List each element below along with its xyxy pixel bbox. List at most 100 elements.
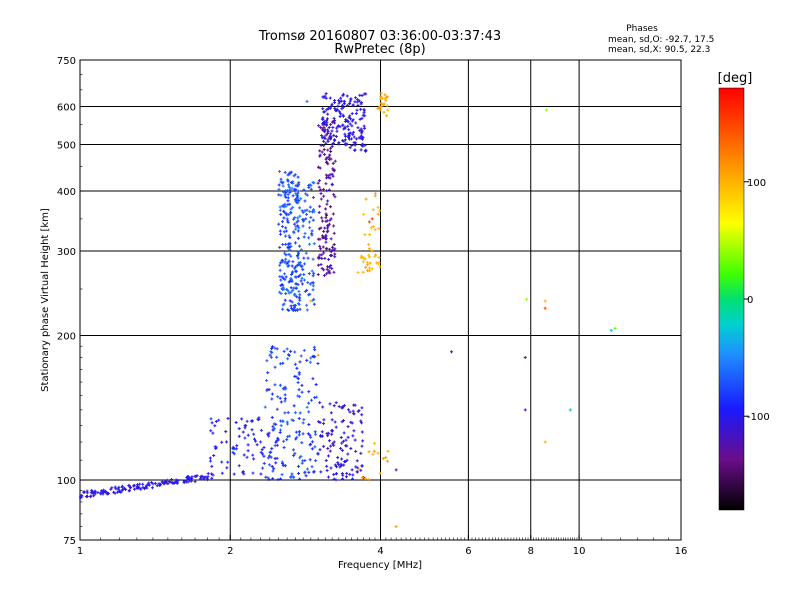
data-point	[291, 308, 295, 312]
data-point	[359, 419, 363, 423]
data-point	[278, 169, 282, 173]
data-point	[382, 102, 386, 106]
data-point	[349, 131, 353, 135]
data-point	[316, 273, 320, 277]
chart-subtitle: RwPretec (8p)	[334, 42, 425, 57]
data-point	[211, 473, 215, 477]
data-point	[349, 446, 353, 450]
data-point	[309, 215, 313, 219]
data-point	[188, 477, 192, 481]
data-point	[322, 126, 326, 130]
data-point	[265, 389, 269, 393]
data-point	[348, 122, 352, 126]
data-point	[293, 306, 297, 310]
data-point	[295, 201, 299, 205]
x-tick-label: 16	[675, 546, 688, 557]
data-point	[259, 440, 263, 444]
data-point	[290, 264, 294, 268]
data-point	[328, 402, 332, 406]
data-point	[320, 267, 324, 271]
data-point	[302, 278, 306, 282]
data-point	[320, 134, 324, 138]
data-point	[282, 260, 286, 264]
data-point	[285, 438, 289, 442]
data-point	[339, 112, 343, 116]
y-tick-label: 100	[57, 476, 76, 487]
data-point	[333, 119, 337, 123]
data-point	[113, 491, 117, 495]
data-point	[307, 390, 311, 394]
data-point	[352, 429, 356, 433]
data-point	[525, 297, 529, 301]
data-point	[371, 208, 375, 212]
data-point	[226, 416, 230, 420]
data-point	[282, 287, 286, 291]
data-point	[340, 448, 344, 452]
data-point	[308, 433, 312, 437]
data-point	[333, 252, 337, 256]
data-point	[311, 298, 315, 302]
data-point	[320, 136, 324, 140]
data-point	[523, 355, 527, 359]
data-point	[310, 229, 314, 233]
data-point	[384, 98, 388, 102]
data-point	[297, 372, 301, 376]
data-point	[158, 484, 162, 488]
data-point	[304, 192, 308, 196]
data-point	[286, 193, 290, 197]
data-point	[307, 293, 311, 297]
data-point	[325, 464, 329, 468]
data-point	[293, 215, 297, 219]
data-point	[337, 101, 341, 105]
data-point	[286, 357, 290, 361]
data-point	[243, 424, 247, 428]
data-point	[322, 135, 326, 139]
data-point	[300, 276, 304, 280]
data-point	[326, 475, 330, 479]
data-point	[324, 240, 328, 244]
data-point	[332, 443, 336, 447]
data-point	[330, 102, 334, 106]
data-point	[324, 141, 328, 145]
data-point	[354, 121, 358, 125]
data-point	[325, 267, 329, 271]
data-point	[282, 210, 286, 214]
data-point	[310, 210, 314, 214]
data-point	[163, 480, 167, 484]
data-point	[217, 418, 221, 422]
data-point	[270, 397, 274, 401]
data-point	[294, 282, 298, 286]
data-point	[200, 474, 204, 478]
data-point	[356, 103, 360, 107]
data-point	[318, 204, 322, 208]
data-point	[351, 130, 355, 134]
data-point	[290, 472, 294, 476]
data-point	[287, 185, 291, 189]
data-point	[331, 248, 335, 252]
data-point	[330, 429, 334, 433]
data-point	[350, 124, 354, 128]
data-point	[323, 256, 327, 260]
data-point	[109, 487, 113, 491]
data-point	[376, 205, 380, 209]
data-point	[321, 116, 325, 120]
data-point	[282, 216, 286, 220]
data-point	[324, 160, 328, 164]
data-point	[276, 395, 280, 399]
data-point	[275, 347, 279, 351]
data-point	[350, 112, 354, 116]
data-point	[312, 208, 316, 212]
data-point	[255, 443, 259, 447]
x-tick-label: 6	[465, 546, 471, 557]
data-point	[337, 405, 341, 409]
data-point	[314, 383, 318, 387]
data-point	[298, 360, 302, 364]
data-point	[127, 484, 131, 488]
data-point	[288, 202, 292, 206]
data-point	[92, 494, 96, 498]
data-point	[330, 418, 334, 422]
data-point	[297, 274, 301, 278]
data-point	[257, 416, 261, 420]
data-point	[336, 124, 340, 128]
